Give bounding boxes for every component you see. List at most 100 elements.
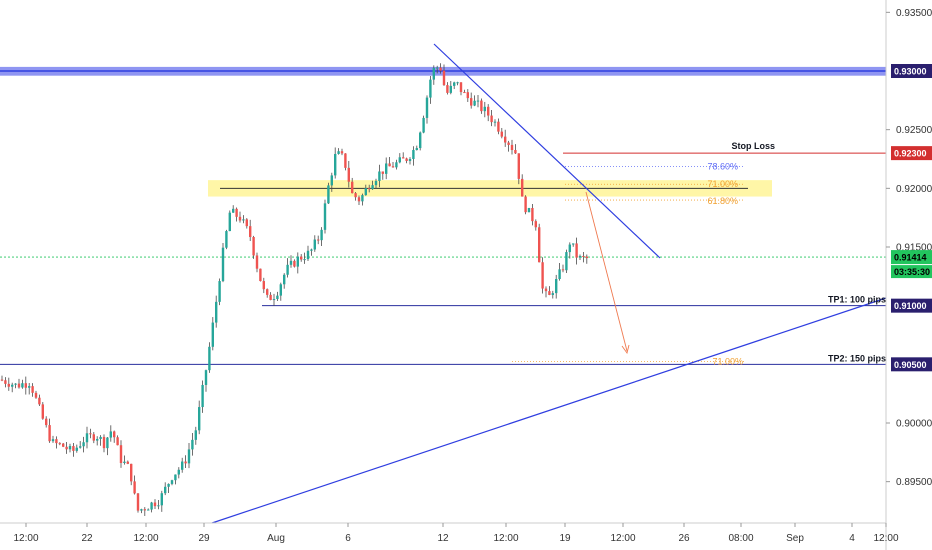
stop-loss-label: Stop Loss <box>731 141 775 151</box>
candle-down <box>269 294 272 301</box>
candles-layer <box>0 63 588 516</box>
candle-up <box>283 274 286 285</box>
candle-up <box>208 346 211 371</box>
candle-down <box>541 262 544 289</box>
candle-down <box>126 461 129 464</box>
candle-down <box>65 446 68 450</box>
candle-up <box>398 157 401 163</box>
candle-down <box>317 239 320 241</box>
time-tick-label: 19 <box>559 533 571 544</box>
candle-up <box>215 301 218 323</box>
candle-down <box>116 437 119 446</box>
candle-down <box>517 153 520 179</box>
candle-up <box>330 175 333 186</box>
candle-down <box>17 383 21 388</box>
current-price-label-bg <box>891 250 932 265</box>
candle-down <box>497 121 500 132</box>
candle-up <box>453 82 456 86</box>
time-tick-label: 22 <box>81 533 93 544</box>
candle-up <box>320 229 323 241</box>
candle-down <box>504 136 507 143</box>
candle-down <box>45 418 48 426</box>
candle-down <box>38 397 41 405</box>
candle-down <box>245 219 248 227</box>
candle-up <box>123 461 126 464</box>
candle-up <box>51 439 55 442</box>
candle-down <box>487 106 490 116</box>
tp2-price-label: 0.90500 <box>894 360 927 370</box>
drawings-layer <box>211 43 887 524</box>
ascending-trendline[interactable] <box>211 297 887 524</box>
candle-up <box>79 446 82 448</box>
candle-down <box>89 433 92 435</box>
price-tick-label: 0.92000 <box>896 184 932 195</box>
time-tick-label: 12:00 <box>493 533 518 544</box>
candle-up <box>364 188 367 196</box>
candle-up <box>225 231 228 248</box>
candle-up <box>555 279 558 294</box>
candle-up <box>419 132 422 149</box>
candle-down <box>130 463 133 482</box>
time-tick-label: 12 <box>437 533 449 544</box>
candle-down <box>534 221 537 228</box>
candle-down <box>133 481 136 494</box>
candle-up <box>337 151 340 154</box>
candle-down <box>480 100 483 112</box>
candle-down <box>402 157 405 159</box>
candle-down <box>0 379 4 381</box>
candle-down <box>102 436 106 449</box>
candle-down <box>585 256 588 259</box>
candle-up <box>232 208 235 213</box>
candle-down <box>72 446 75 451</box>
candle-down <box>252 237 255 256</box>
candle-up <box>11 384 14 387</box>
candle-down <box>41 404 44 419</box>
candle-up <box>167 483 170 487</box>
price-tick-label: 0.92500 <box>896 125 932 136</box>
candle-up <box>75 447 78 451</box>
candle-down <box>521 178 524 197</box>
candle-up <box>306 250 310 260</box>
candle-up <box>221 247 225 282</box>
descending-trendline[interactable] <box>433 43 661 259</box>
current-price-label: 0.91414 <box>894 253 927 263</box>
candle-up <box>201 384 204 408</box>
candle-up <box>198 407 201 431</box>
candle-up <box>170 480 174 484</box>
candle-down <box>113 431 116 438</box>
candle-down <box>405 158 408 161</box>
candle-up <box>28 386 31 388</box>
candle-up <box>483 106 486 112</box>
candle-down <box>235 208 238 217</box>
candle-down <box>300 256 303 260</box>
tp1-price-label: 0.91000 <box>894 301 927 311</box>
candle-up <box>187 449 191 464</box>
stop-loss-price-label: 0.92300 <box>894 149 927 159</box>
candle-up <box>310 249 313 251</box>
candle-down <box>62 443 65 447</box>
candle-down <box>153 502 157 507</box>
candle-up <box>568 244 571 253</box>
candle-up <box>476 100 480 102</box>
candle-down <box>344 153 347 168</box>
candle-up <box>374 180 378 186</box>
candle-up <box>493 121 497 123</box>
candle-down <box>514 150 517 154</box>
resistance-price-label-bg <box>891 64 932 78</box>
time-tick-label: 12:00 <box>133 533 158 544</box>
candle-down <box>34 392 38 398</box>
candle-up <box>286 264 289 275</box>
candle-up <box>177 469 180 475</box>
candle-up <box>14 383 17 385</box>
candle-up <box>432 67 435 80</box>
fib-618-label: 61.80% <box>707 196 738 206</box>
candle-down <box>490 115 493 123</box>
candle-up <box>140 509 143 511</box>
candle-down <box>340 151 344 154</box>
time-tick-label: Aug <box>267 533 285 544</box>
candle-down <box>442 70 446 86</box>
candle-down <box>347 167 350 182</box>
candle-down <box>582 255 585 257</box>
